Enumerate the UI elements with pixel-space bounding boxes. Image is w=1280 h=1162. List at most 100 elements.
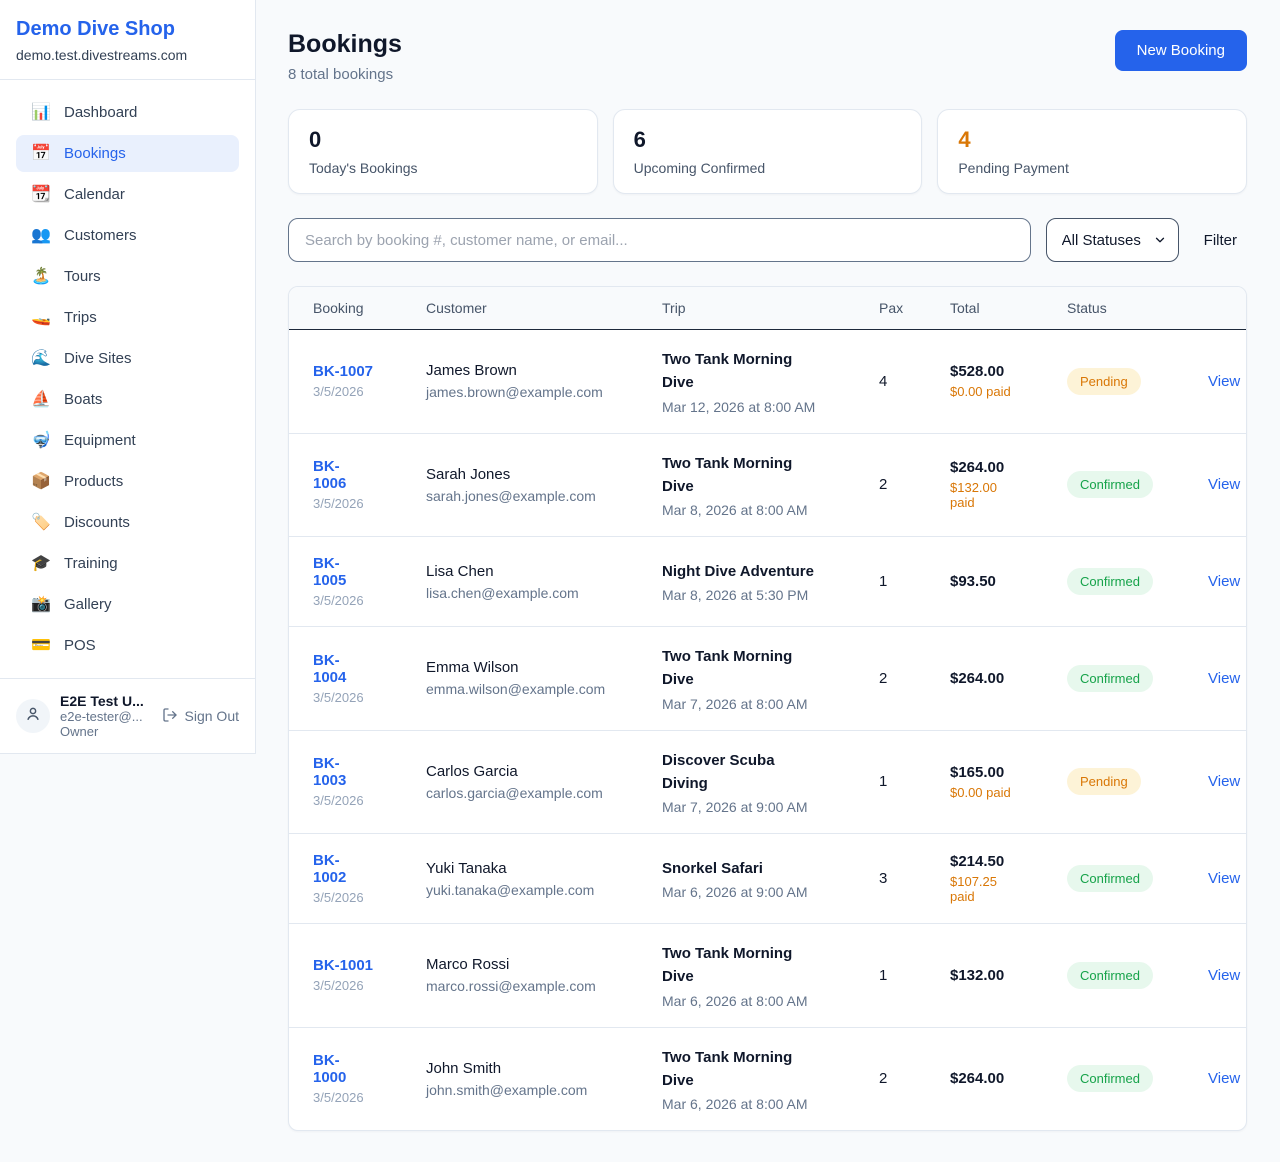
paid-value: $0.00 paid bbox=[950, 384, 1011, 400]
view-link[interactable]: View bbox=[1208, 870, 1241, 887]
booking-link[interactable]: BK- 1002 bbox=[313, 852, 347, 886]
trip-name: Two Tank Morning Dive bbox=[662, 648, 793, 689]
trip-name: Night Dive Adventure bbox=[662, 562, 814, 580]
booking-link[interactable]: BK- 1003 bbox=[313, 755, 347, 790]
view-link[interactable]: View bbox=[1208, 476, 1241, 494]
sidebar-item-customers[interactable]: 👥 Customers bbox=[16, 217, 239, 254]
sailboat-icon: ⛵ bbox=[31, 390, 51, 408]
view-link[interactable]: View bbox=[1208, 573, 1241, 590]
sidebar-item-label: Bookings bbox=[64, 145, 126, 162]
view-link[interactable]: View bbox=[1208, 669, 1241, 687]
booking-link[interactable]: BK-1007 bbox=[313, 363, 374, 381]
column-header-total: Total bbox=[926, 287, 1043, 330]
sidebar-item-bookings[interactable]: 📅 Bookings bbox=[16, 135, 239, 172]
sidebar-item-tours[interactable]: 🏝️ Tours bbox=[16, 258, 239, 295]
pax-value: 2 bbox=[855, 433, 926, 537]
sidebar-item-equipment[interactable]: 🤿 Equipment bbox=[16, 422, 239, 459]
trip-time: Mar 6, 2026 at 8:00 AM bbox=[662, 1096, 808, 1112]
view-link[interactable]: View bbox=[1208, 1070, 1241, 1088]
sidebar-item-pos[interactable]: 💳 POS bbox=[16, 627, 239, 664]
pax-value: 2 bbox=[879, 1070, 888, 1088]
new-booking-button[interactable]: New Booking bbox=[1114, 30, 1247, 71]
table-row: BK- 1004 3/5/2026 Emma Wilson emma.wilso… bbox=[289, 626, 1246, 731]
credit-card-icon: 💳 bbox=[31, 636, 51, 654]
booking-link[interactable]: BK- 1006 bbox=[313, 458, 347, 493]
sidebar-item-label: POS bbox=[64, 637, 96, 654]
customer-email: john.smith@example.com bbox=[426, 1081, 588, 1098]
sidebar-item-label: Equipment bbox=[64, 432, 136, 449]
stat-label: Pending Payment bbox=[958, 160, 1069, 176]
booking-link[interactable]: BK- 1005 bbox=[313, 555, 347, 589]
booking-link[interactable]: BK- 1004 bbox=[313, 651, 347, 686]
table-header-row: Booking Customer Trip Pax Total Status bbox=[289, 287, 1246, 330]
trip-time: Mar 7, 2026 at 9:00 AM bbox=[662, 799, 808, 815]
total-value: $214.50 bbox=[950, 853, 1005, 870]
status-badge: Confirmed bbox=[1067, 961, 1153, 989]
stat-card-todays-bookings: 0 Today's Bookings bbox=[288, 109, 598, 194]
pax-value: 1 bbox=[855, 923, 926, 1028]
user-name: E2E Test U... bbox=[60, 693, 144, 709]
bookings-table: Booking Customer Trip Pax Total Status B… bbox=[289, 287, 1246, 1130]
view-link[interactable]: View bbox=[1208, 966, 1241, 984]
brand-block: Demo Dive Shop demo.test.divestreams.com bbox=[0, 0, 255, 80]
table-row: BK- 1003 3/5/2026 Carlos Garcia carlos.g… bbox=[289, 730, 1246, 834]
total-value: $264.00 bbox=[950, 1070, 1005, 1088]
sidebar-item-trips[interactable]: 🚤 Trips bbox=[16, 299, 239, 336]
sidebar-item-label: Dive Sites bbox=[64, 350, 132, 367]
sidebar-item-discounts[interactable]: 🏷️ Discounts bbox=[16, 504, 239, 541]
sidebar-item-training[interactable]: 🎓 Training bbox=[16, 545, 239, 582]
column-header-trip: Trip bbox=[638, 287, 855, 330]
customer-name: Marco Rossi bbox=[426, 956, 510, 974]
search-input[interactable] bbox=[288, 218, 1031, 262]
sidebar-item-gallery[interactable]: 📸 Gallery bbox=[16, 586, 239, 623]
paid-value: $107.25 paid bbox=[950, 874, 997, 904]
status-badge: Confirmed bbox=[1067, 865, 1153, 892]
view-link[interactable]: View bbox=[1208, 773, 1241, 791]
booking-link[interactable]: BK-1001 bbox=[313, 957, 374, 975]
sidebar-item-label: Tours bbox=[64, 268, 101, 285]
main-content: Bookings 8 total bookings New Booking 0 … bbox=[256, 0, 1280, 1161]
status-badge: Pending bbox=[1067, 367, 1141, 395]
sidebar-item-dive-sites[interactable]: 🌊 Dive Sites bbox=[16, 340, 239, 377]
sign-out-button[interactable]: Sign Out bbox=[162, 707, 239, 726]
table-row: BK- 1002 3/5/2026 Yuki Tanaka yuki.tanak… bbox=[289, 833, 1246, 924]
column-header-status: Status bbox=[1043, 287, 1184, 330]
total-value: $264.00 bbox=[950, 459, 1005, 477]
booking-date: 3/5/2026 bbox=[313, 384, 364, 400]
status-filter-select[interactable]: All Statuses bbox=[1045, 218, 1179, 262]
sidebar-item-label: Products bbox=[64, 473, 124, 490]
sidebar-item-boats[interactable]: ⛵ Boats bbox=[16, 381, 239, 418]
trip-time: Mar 12, 2026 at 8:00 AM bbox=[662, 398, 816, 415]
logout-icon bbox=[162, 707, 178, 726]
sidebar-item-products[interactable]: 📦 Products bbox=[16, 463, 239, 500]
sidebar-item-label: Dashboard bbox=[64, 104, 138, 121]
paid-value: $132.00 paid bbox=[950, 480, 997, 511]
sidebar-item-dashboard[interactable]: 📊 Dashboard bbox=[16, 94, 239, 131]
sidebar-item-label: Trips bbox=[64, 309, 97, 326]
user-row: E2E Test U... e2e-tester@... Owner Sign … bbox=[0, 678, 255, 753]
table-row: BK- 1000 3/5/2026 John Smith john.smith@… bbox=[289, 1027, 1246, 1130]
sidebar-item-label: Discounts bbox=[64, 514, 130, 531]
status-badge: Confirmed bbox=[1067, 1065, 1153, 1093]
customer-email: lisa.chen@example.com bbox=[426, 584, 579, 601]
booking-date: 3/5/2026 bbox=[313, 978, 364, 994]
customer-name: Yuki Tanaka bbox=[426, 859, 507, 877]
booking-link[interactable]: BK- 1000 bbox=[313, 1052, 347, 1087]
user-role: Owner bbox=[60, 724, 99, 739]
trip-name: Two Tank Morning Dive bbox=[662, 1048, 793, 1089]
customer-email: yuki.tanaka@example.com bbox=[426, 881, 595, 898]
sidebar-item-label: Customers bbox=[64, 227, 137, 244]
filter-button[interactable]: Filter bbox=[1194, 232, 1247, 249]
page-title-block: Bookings 8 total bookings bbox=[288, 30, 402, 83]
customer-name: John Smith bbox=[426, 1059, 502, 1077]
total-value: $132.00 bbox=[950, 966, 1005, 984]
view-link[interactable]: View bbox=[1208, 372, 1241, 390]
sidebar-item-label: Training bbox=[64, 555, 118, 572]
sidebar: Demo Dive Shop demo.test.divestreams.com… bbox=[0, 0, 256, 754]
customer-email: marco.rossi@example.com bbox=[426, 978, 596, 995]
pax-value: 3 bbox=[855, 833, 926, 924]
calendar-icon: 📅 bbox=[31, 144, 51, 162]
sidebar-nav: 📊 Dashboard 📅 Bookings 📆 Calendar 👥 Cust… bbox=[0, 80, 255, 678]
people-icon: 👥 bbox=[31, 226, 51, 244]
sidebar-item-calendar[interactable]: 📆 Calendar bbox=[16, 176, 239, 213]
